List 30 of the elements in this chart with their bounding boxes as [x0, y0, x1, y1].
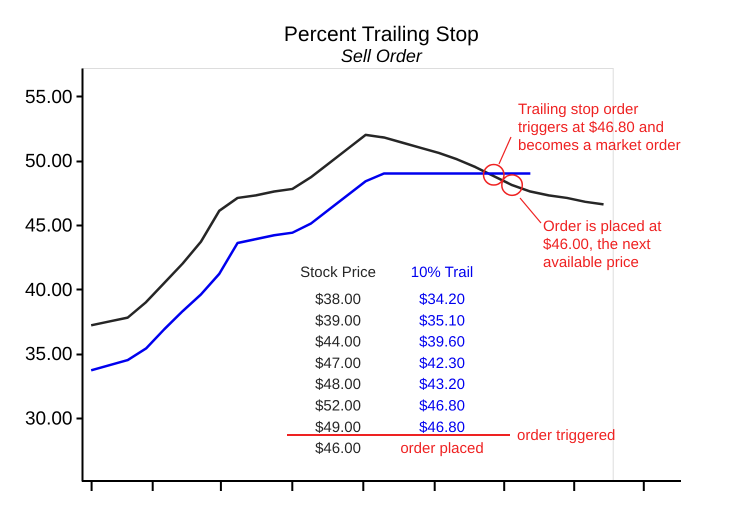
chart-subtitle: Sell Order	[340, 46, 423, 66]
annotation: $52.00	[315, 398, 361, 414]
text: Stock Price	[300, 264, 376, 281]
y-tick-label: 50.00	[24, 151, 72, 172]
annotation: $46.80	[419, 398, 465, 414]
annotation: order triggered	[517, 427, 616, 444]
y-tick-label: 35.00	[24, 344, 72, 366]
annotation: $34.20	[419, 291, 465, 308]
annotation: $46.80	[419, 418, 465, 436]
annotation: $35.10	[419, 312, 465, 330]
annotation: order placed	[400, 440, 484, 458]
y-tick-label: 30.00	[24, 408, 72, 430]
chart-title: Percent Trailing Stop	[284, 23, 479, 46]
annotation: $43.20	[419, 376, 465, 394]
annotation: $44.00	[315, 334, 361, 351]
annotation: $39.00	[315, 312, 361, 330]
y-tick-label: 40.00	[24, 280, 72, 301]
annotation: $49.00	[315, 418, 361, 436]
y-tick-label: 45.00	[24, 215, 72, 236]
annotation: $38.00	[315, 291, 361, 308]
text: 10% Trail	[410, 264, 474, 281]
annotation: Trailing stop order triggers at $46.80 and becomes a market order	[518, 101, 681, 154]
y-tick-label: 55.00	[24, 86, 72, 108]
annotation: $42.30	[419, 354, 465, 372]
annotation: $46.00	[315, 440, 361, 458]
annotation: Order is placed at $46.00, the next available price	[543, 218, 662, 271]
annotation: $47.00	[315, 354, 361, 372]
line-series	[90, 172, 532, 372]
annotation: $39.60	[419, 334, 465, 351]
annotation: $48.00	[315, 376, 361, 394]
